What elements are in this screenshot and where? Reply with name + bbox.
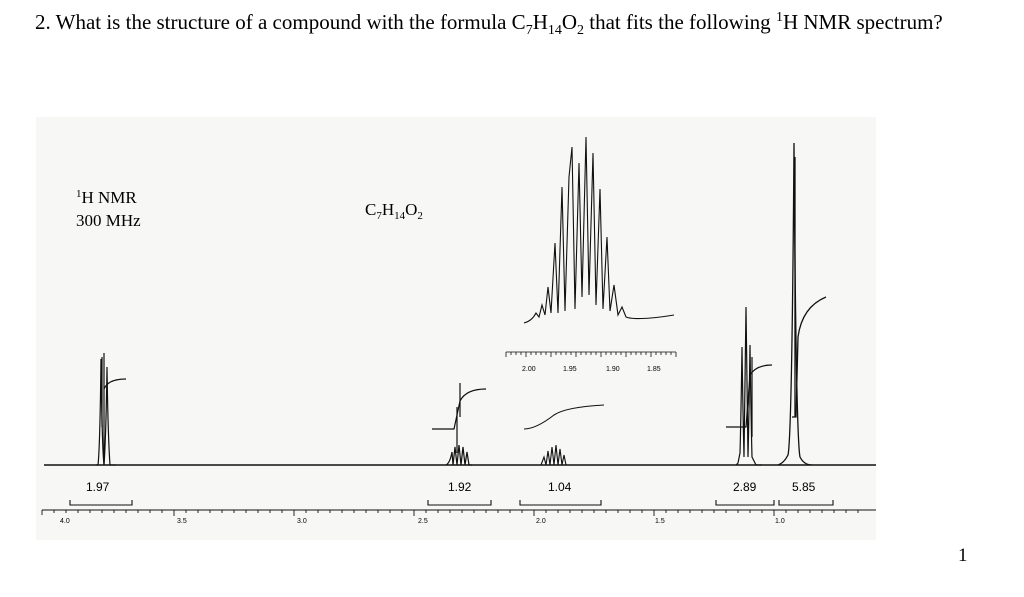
question-text-after: H NMR spectrum? xyxy=(782,10,943,34)
x-axis-tick-label: 4.0 xyxy=(60,518,70,525)
x-axis-tick-label: 2.0 xyxy=(536,518,546,525)
inset-tick-label: 2.00 xyxy=(522,366,536,373)
integral-label: 1.97 xyxy=(86,480,110,494)
nmr-spectrum: 1H NMR 300 MHz C7H14O2 xyxy=(36,117,876,540)
spectrum-frequency-label: 300 MHz xyxy=(76,211,141,230)
inset-tick-label: 1.85 xyxy=(647,366,661,373)
formula-c-subscript: 7 xyxy=(525,23,533,39)
integral-label: 1.04 xyxy=(548,480,572,494)
formula-o: O xyxy=(561,10,578,34)
x-axis-tick-label: 1.0 xyxy=(775,518,785,525)
inset-tick-label: 1.95 xyxy=(563,366,577,373)
integral-label: 1.92 xyxy=(448,480,472,494)
formula-h: H xyxy=(532,10,548,34)
question-text-before: What is the structure of a compound with… xyxy=(55,10,526,34)
peak-4 xyxy=(726,306,773,466)
peak-2 xyxy=(432,383,487,466)
peak-3 xyxy=(523,404,605,466)
question-text: 2. What is the structure of a compound w… xyxy=(35,8,985,39)
peak-1 xyxy=(96,353,127,466)
spectrum-nucleus-label: 1H NMR xyxy=(76,188,137,207)
formula-h-subscript: 14 xyxy=(547,23,562,39)
inset-multiplet xyxy=(523,136,675,324)
x-axis-tick-label: 3.0 xyxy=(297,518,307,525)
integral-label: 2.89 xyxy=(733,480,757,494)
formula-o-subscript: 2 xyxy=(577,23,585,39)
x-axis-tick-label: 1.5 xyxy=(655,518,665,525)
isotope-superscript: 1 xyxy=(775,10,783,25)
inset-scale xyxy=(505,351,677,357)
spectrum-formula-label: C7H14O2 xyxy=(365,200,423,222)
inset-tick-label: 1.90 xyxy=(606,366,620,373)
x-axis-tick-label: 3.5 xyxy=(177,518,187,525)
question-number: 2. xyxy=(35,10,51,34)
page-number: 1 xyxy=(958,545,968,566)
nmr-spectrum-svg: 1H NMR 300 MHz C7H14O2 xyxy=(41,136,876,525)
peak-5 xyxy=(777,142,827,466)
integral-label: 5.85 xyxy=(792,480,816,494)
question-text-mid: that fits the following xyxy=(584,10,776,34)
x-axis-tick-label: 2.5 xyxy=(418,518,428,525)
integral-brackets xyxy=(69,500,834,506)
x-axis xyxy=(41,509,876,516)
